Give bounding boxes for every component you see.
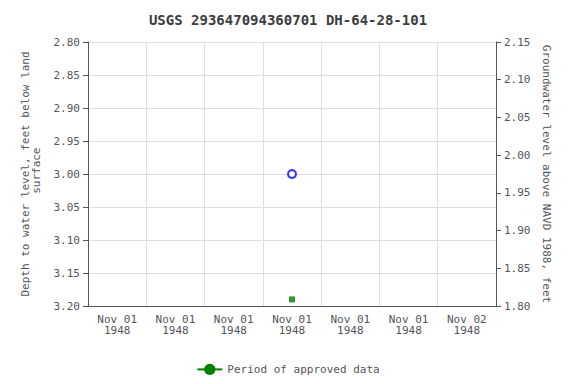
svg-text:3.05: 3.05 [54, 201, 81, 214]
svg-text:1948: 1948 [337, 324, 364, 337]
svg-text:Nov 02: Nov 02 [447, 313, 487, 326]
svg-text:Nov 01: Nov 01 [272, 313, 312, 326]
svg-text:2.85: 2.85 [54, 69, 81, 82]
svg-text:1948: 1948 [162, 324, 189, 337]
svg-text:2.05: 2.05 [504, 111, 531, 124]
svg-text:2.90: 2.90 [54, 102, 81, 115]
svg-text:1.80: 1.80 [504, 300, 531, 313]
svg-text:3.00: 3.00 [54, 168, 81, 181]
svg-text:1948: 1948 [104, 324, 131, 337]
svg-text:1948: 1948 [454, 324, 481, 337]
svg-text:Depth to water level, feet bel: Depth to water level, feet below land [19, 51, 32, 297]
svg-text:3.20: 3.20 [54, 300, 81, 313]
svg-text:USGS 293647094360701 DH-64-28-: USGS 293647094360701 DH-64-28-101 [149, 12, 427, 28]
svg-text:2.10: 2.10 [504, 73, 531, 86]
svg-text:surface: surface [30, 148, 43, 201]
svg-text:Nov 01: Nov 01 [155, 313, 196, 326]
svg-text:2.80: 2.80 [54, 36, 81, 49]
svg-text:2.00: 2.00 [504, 149, 531, 162]
svg-text:2.95: 2.95 [54, 135, 81, 148]
svg-text:2.15: 2.15 [504, 36, 531, 49]
svg-text:1.90: 1.90 [504, 224, 531, 237]
svg-text:1948: 1948 [220, 324, 247, 337]
svg-text:1.95: 1.95 [504, 186, 531, 199]
svg-text:1948: 1948 [279, 324, 306, 337]
svg-text:Nov 01: Nov 01 [330, 313, 371, 326]
svg-text:Nov 01: Nov 01 [97, 313, 137, 326]
svg-text:1948: 1948 [395, 324, 422, 337]
svg-text:3.15: 3.15 [54, 267, 81, 280]
svg-text:Groundwater level above NAVD 1: Groundwater level above NAVD 1988, feet [540, 45, 553, 303]
svg-text:Period of approved data: Period of approved data [227, 363, 379, 376]
svg-text:Nov 01: Nov 01 [213, 313, 254, 326]
svg-text:1.85: 1.85 [504, 262, 531, 275]
svg-text:Nov 01: Nov 01 [388, 313, 429, 326]
svg-text:3.10: 3.10 [54, 234, 81, 247]
